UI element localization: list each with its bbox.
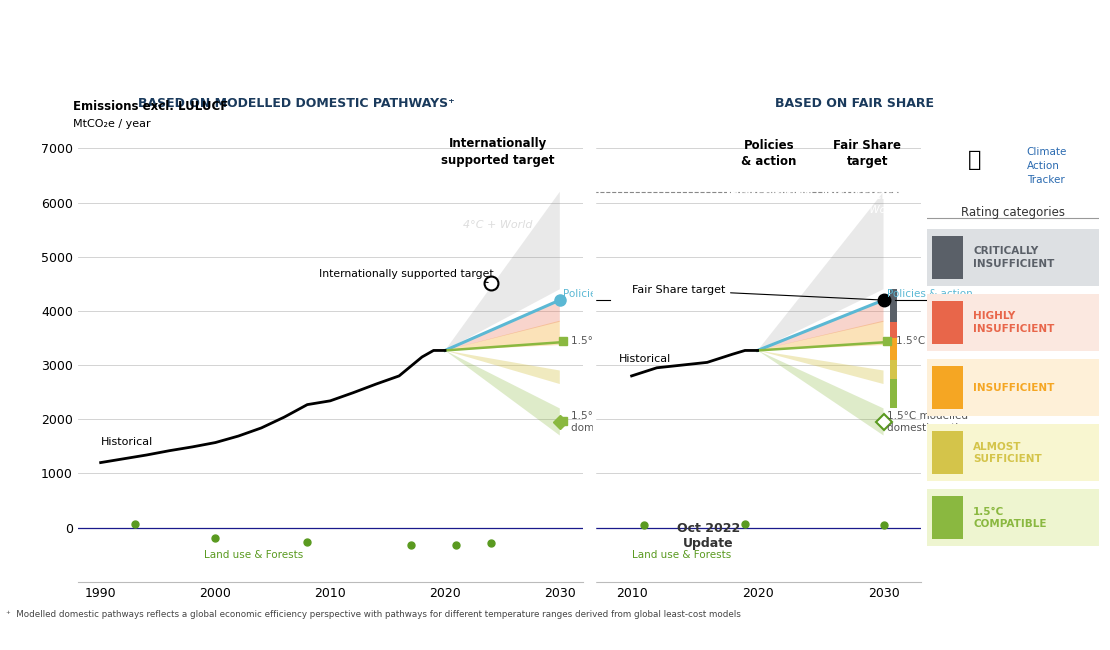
Text: 1.5°C
COMPATIBLE: 1.5°C COMPATIBLE [973,506,1047,529]
Bar [932,301,963,344]
Text: Climate
Action
Tracker: Climate Action Tracker [1027,148,1067,185]
Text: INSUFFICIENT: INSUFFICIENT [726,190,813,201]
Text: INSUFFICIENT: INSUFFICIENT [973,383,1054,393]
Bar [890,322,897,338]
Polygon shape [445,192,559,350]
Text: Fair Share
target: Fair Share target [834,138,901,168]
Text: Historical: Historical [619,354,672,365]
Text: CRITICALLY
INSUFFICIENT: CRITICALLY INSUFFICIENT [452,187,544,216]
Polygon shape [757,300,884,350]
Polygon shape [757,350,884,436]
Text: Emissions excl. LULUCF: Emissions excl. LULUCF [72,100,228,113]
Text: Policies & action: Policies & action [887,289,973,299]
Text: Internationally
supported target: Internationally supported target [441,136,555,166]
Text: 1.5°C fair share: 1.5°C fair share [572,336,654,346]
Text: Oct 2022
Update: Oct 2022 Update [677,522,740,551]
Text: Historical: Historical [101,437,153,447]
Text: INDIA OVERALL RATING: INDIA OVERALL RATING [478,18,632,31]
Bar [932,366,963,410]
Bar [927,359,1099,416]
Polygon shape [757,350,884,384]
Polygon shape [445,320,559,350]
Text: CRITICALLY
INSUFFICIENT: CRITICALLY INSUFFICIENT [973,246,1054,268]
Bar [932,431,963,474]
Text: 1.5°C modelled
domestic pathway: 1.5°C modelled domestic pathway [887,411,983,433]
Text: < 3°C World: < 3°C World [835,205,899,215]
Text: BASED ON MODELLED DOMESTIC PATHWAYS⁺: BASED ON MODELLED DOMESTIC PATHWAYS⁺ [138,97,455,110]
Bar [927,229,1099,286]
Polygon shape [445,350,559,436]
Bar [890,289,897,322]
Bar [890,359,897,378]
Text: INSUFFICIENT: INSUFFICIENT [825,190,910,201]
Text: Land use & Forests: Land use & Forests [632,550,730,560]
Text: Rating categories: Rating categories [961,207,1064,220]
Bar [890,338,897,359]
Text: MtCO₂e / year: MtCO₂e / year [72,119,150,129]
Text: 🌡: 🌡 [968,150,981,170]
Polygon shape [445,350,559,384]
Text: 1.5°C modelled
domestic pathway: 1.5°C modelled domestic pathway [572,411,667,433]
Bar [927,424,1099,481]
Bar [932,496,963,540]
Text: HIGHLY INSUFFICIENT: HIGHLY INSUFFICIENT [370,47,740,76]
Text: ⁺  Modelled domestic pathways reflects a global economic efficiency perspective : ⁺ Modelled domestic pathways reflects a … [6,610,740,619]
Text: 4°C + World: 4°C + World [463,220,533,230]
Polygon shape [757,192,884,350]
Text: Land use & Forests: Land use & Forests [204,550,303,560]
Text: Policies & action: Policies & action [563,289,649,299]
Text: < 3°C World: < 3°C World [737,205,801,215]
Bar [927,294,1099,351]
Text: HIGHLY
INSUFFICIENT: HIGHLY INSUFFICIENT [973,311,1054,334]
Bar [927,489,1099,546]
Bar [890,378,897,408]
Polygon shape [757,320,884,350]
Text: Policies
& action: Policies & action [741,138,797,168]
Polygon shape [445,300,559,350]
Text: Internationally supported target: Internationally supported target [319,269,493,283]
Bar [932,236,963,280]
Text: 1.5°C fair share: 1.5°C fair share [896,336,978,346]
Text: ALMOST
SUFFICIENT: ALMOST SUFFICIENT [973,441,1042,464]
Text: Fair Share target: Fair Share target [632,285,880,300]
Text: BASED ON FAIR SHARE: BASED ON FAIR SHARE [775,97,935,110]
